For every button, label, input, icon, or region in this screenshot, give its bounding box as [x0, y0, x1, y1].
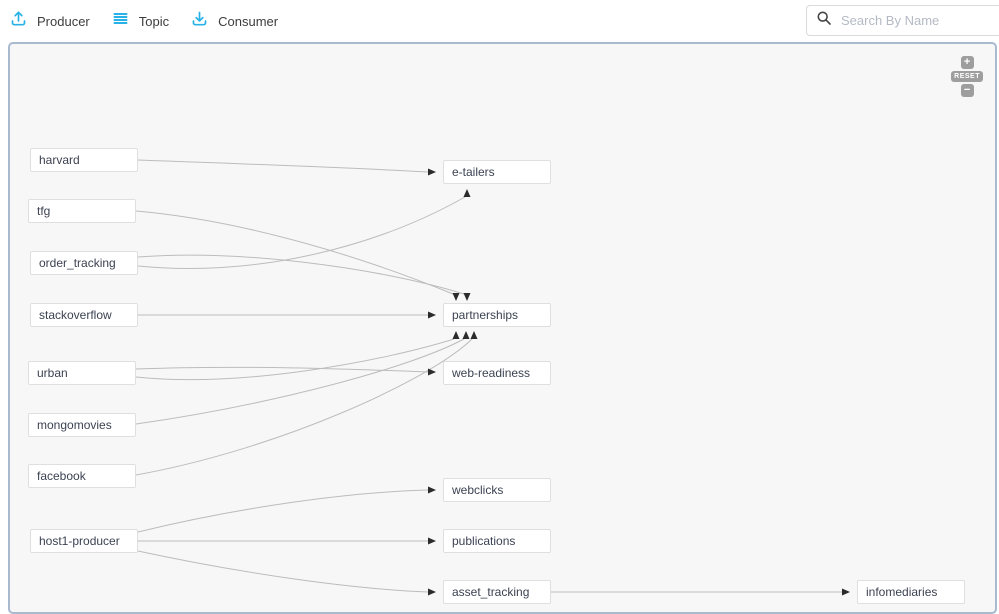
zoom-out-button[interactable]: −: [960, 84, 974, 97]
graph-node-stackoverflow[interactable]: stackoverflow: [30, 303, 138, 327]
graph-node-harvard[interactable]: harvard: [30, 148, 138, 172]
search-input[interactable]: [839, 12, 993, 29]
list-icon: [112, 10, 129, 32]
legend-consumer[interactable]: Consumer: [191, 10, 278, 32]
legend-consumer-label: Consumer: [218, 13, 279, 29]
reset-button[interactable]: RESET: [951, 71, 983, 82]
graph-node-webclicks[interactable]: webclicks: [443, 478, 551, 502]
graph-node-partnerships[interactable]: partnerships: [443, 303, 551, 327]
legend-topic-label: Topic: [138, 13, 170, 29]
search-icon: [816, 10, 832, 31]
legend-producer-label: Producer: [37, 13, 90, 29]
legend-producer[interactable]: Producer: [10, 10, 90, 32]
graph-node-mongomovies[interactable]: mongomovies: [28, 413, 136, 437]
graph-node-facebook[interactable]: facebook: [28, 464, 136, 488]
search-box: [806, 5, 999, 36]
download-icon: [191, 10, 208, 32]
graph-node-e-tailers[interactable]: e-tailers: [443, 160, 551, 184]
graph-node-asset_tracking[interactable]: asset_tracking: [443, 580, 551, 604]
zoom-in-button[interactable]: +: [960, 56, 974, 69]
graph-node-urban[interactable]: urban: [28, 361, 136, 385]
graph-node-web-readiness[interactable]: web-readiness: [443, 361, 551, 385]
graph-node-publications[interactable]: publications: [443, 529, 551, 553]
zoom-controls: + RESET −: [951, 56, 983, 97]
graph-node-host1-producer[interactable]: host1-producer: [30, 529, 138, 553]
graph-node-infomediaries[interactable]: infomediaries: [857, 580, 965, 604]
legend-topic[interactable]: Topic: [112, 10, 169, 32]
graph-node-order_tracking[interactable]: order_tracking: [30, 251, 138, 275]
upload-icon: [10, 10, 27, 32]
graph-node-tfg[interactable]: tfg: [28, 199, 136, 223]
